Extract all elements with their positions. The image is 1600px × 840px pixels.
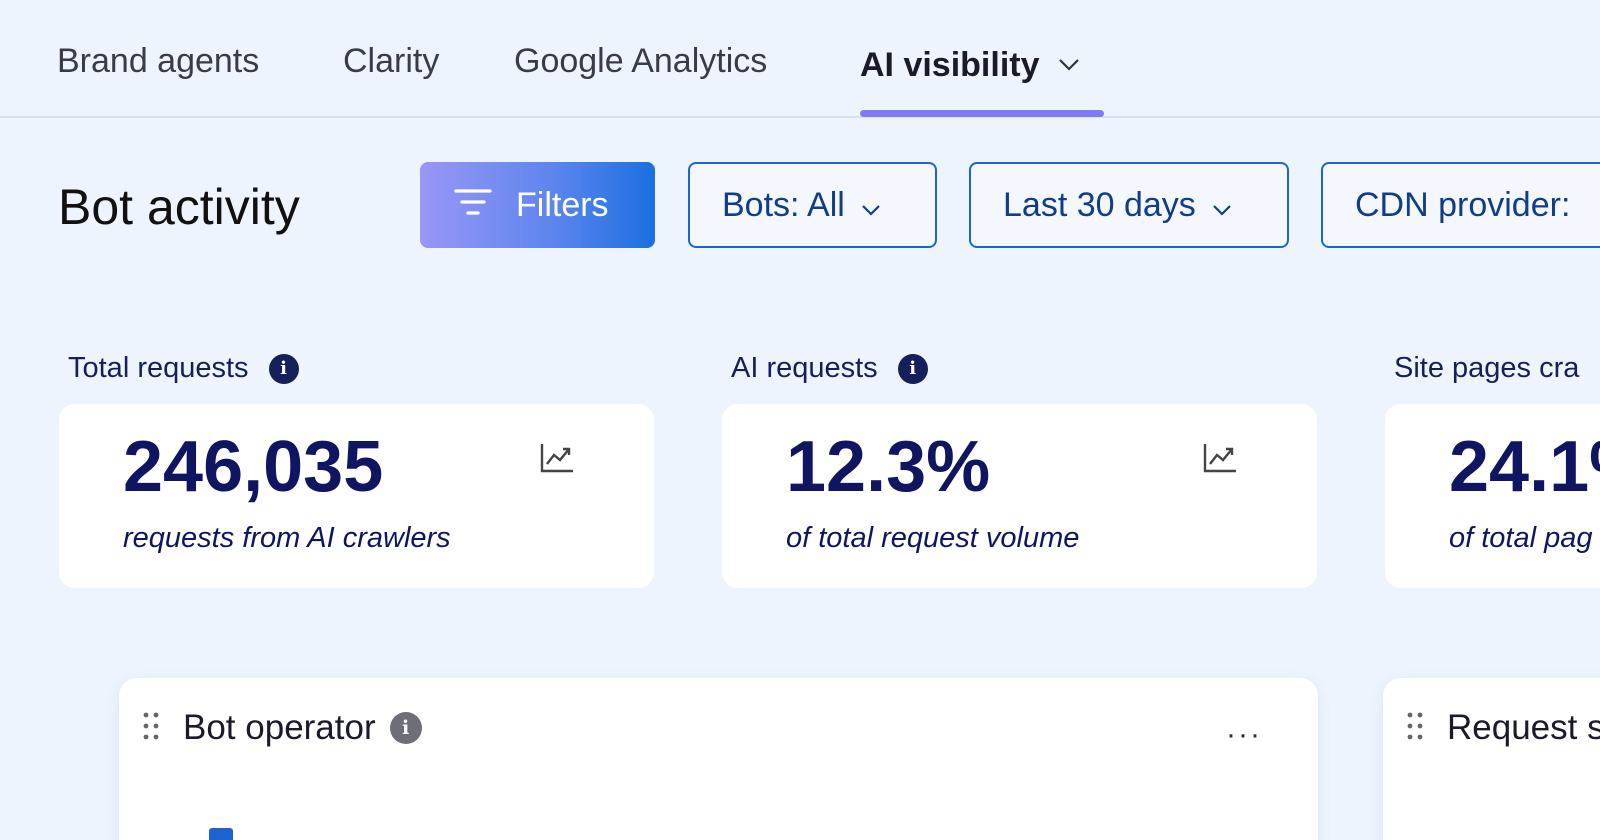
panel-header: Bot operator i [141,708,422,748]
drag-handle-icon[interactable] [1405,711,1425,746]
kpi-label-text: AI requests [731,352,878,384]
active-tab-indicator [860,110,1104,117]
kpi-label-text: Site pages cra [1394,352,1580,384]
chart-bar-fragment [209,828,233,840]
kpi-card-ai-requests: 12.3% of total request volume [722,404,1317,588]
tab-ai-visibility[interactable]: AI visibility [860,42,1080,85]
kpi-card-total-requests: 246,035 requests from AI crawlers [59,404,654,588]
tab-label: AI visibility [860,46,1040,84]
trend-chart-icon[interactable] [1202,442,1238,479]
page-title: Bot activity [58,179,300,235]
tab-label: Brand agents [57,42,260,80]
more-icon[interactable]: ··· [1226,718,1262,751]
kpi-subtitle: of total request volume [786,522,1080,554]
trend-chart-icon[interactable] [539,442,575,479]
info-icon[interactable]: i [897,353,928,384]
tab-clarity[interactable]: Clarity [343,42,439,81]
tab-google-analytics[interactable]: Google Analytics [514,42,767,81]
panel-request: Request s [1383,678,1600,840]
kpi-label-total-requests: Total requests i [68,352,299,385]
kpi-label-ai-requests: AI requests i [731,352,928,385]
cdn-provider-dropdown[interactable]: CDN provider: [1321,162,1600,248]
info-icon[interactable]: i [389,712,422,744]
filters-button[interactable]: Filters [420,162,655,248]
kpi-value: 12.3% [786,427,991,507]
drag-handle-icon[interactable] [141,711,161,746]
kpi-label-text: Total requests [68,352,249,384]
kpi-value: 24.1% [1449,427,1600,507]
kpi-subtitle: of total pag [1449,522,1593,554]
filters-label: Filters [516,185,609,224]
chevron-down-icon [1212,186,1232,225]
tab-label: Clarity [343,42,440,80]
date-range-label: Last 30 days [1003,185,1196,224]
bots-dropdown[interactable]: Bots: All [688,162,937,248]
panel-title: Bot operator [183,708,376,747]
cdn-provider-label: CDN provider: [1355,185,1571,224]
top-nav: Brand agents Clarity Google Analytics AI… [0,0,1600,118]
kpi-value: 246,035 [123,427,384,507]
panel-header: Request s [1405,708,1600,748]
kpi-card-site-pages: 24.1% of total pag [1385,404,1600,588]
bots-dropdown-label: Bots: All [722,185,845,224]
kpi-subtitle: requests from AI crawlers [123,522,451,554]
date-range-dropdown[interactable]: Last 30 days [969,162,1289,248]
tab-brand-agents[interactable]: Brand agents [57,42,259,81]
chevron-down-icon [861,186,881,225]
tab-label: Google Analytics [514,42,768,80]
chevron-down-icon [1058,42,1080,81]
panel-bot-operator: Bot operator i ··· [119,678,1318,840]
filter-icon [454,186,516,225]
panel-title: Request s [1447,708,1600,747]
kpi-label-site-pages: Site pages cra [1394,352,1579,385]
info-icon[interactable]: i [268,353,299,384]
